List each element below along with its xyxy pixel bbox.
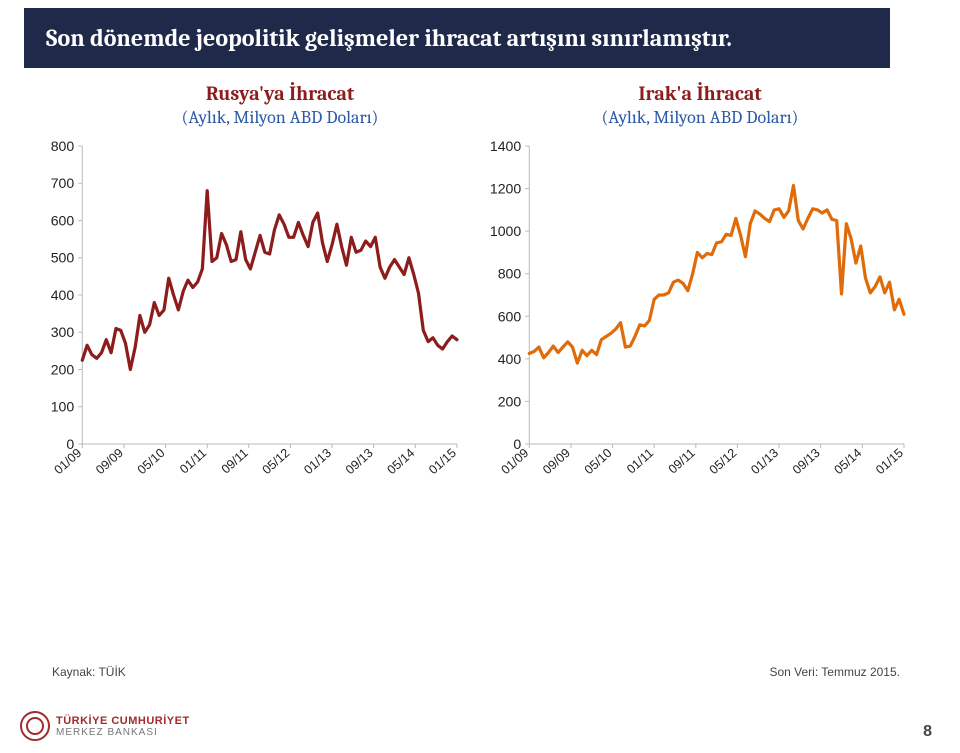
svg-text:600: 600 bbox=[51, 213, 75, 229]
svg-text:05/14: 05/14 bbox=[385, 446, 418, 477]
svg-text:1200: 1200 bbox=[490, 181, 522, 197]
page-title: Son dönemde jeopolitik gelişmeler ihraca… bbox=[24, 8, 890, 68]
svg-text:01/15: 01/15 bbox=[873, 446, 906, 477]
svg-text:09/11: 09/11 bbox=[219, 446, 251, 477]
svg-text:800: 800 bbox=[498, 266, 522, 282]
svg-text:01/11: 01/11 bbox=[624, 446, 656, 477]
svg-text:200: 200 bbox=[51, 362, 75, 378]
left-chart-title: Rusya'ya İhracat bbox=[70, 82, 490, 105]
page-number: 8 bbox=[923, 723, 932, 741]
svg-text:01/15: 01/15 bbox=[426, 446, 459, 477]
right-chart-title-block: Irak'a İhracat (Aylık, Milyon ABD Doları… bbox=[490, 82, 910, 128]
left-chart-title-block: Rusya'ya İhracat (Aylık, Milyon ABD Dola… bbox=[70, 82, 490, 128]
logo-line1: TÜRKİYE CUMHURİYET bbox=[56, 715, 190, 727]
charts-row: 010020030040050060070080001/0909/0905/10… bbox=[40, 140, 910, 500]
svg-text:1400: 1400 bbox=[490, 140, 522, 154]
svg-text:01/11: 01/11 bbox=[177, 446, 209, 477]
logo-text: TÜRKİYE CUMHURİYET MERKEZ BANKASI bbox=[56, 715, 190, 738]
logo-line2: MERKEZ BANKASI bbox=[56, 727, 190, 738]
svg-text:09/09: 09/09 bbox=[93, 446, 126, 477]
svg-text:100: 100 bbox=[51, 399, 75, 415]
svg-text:05/10: 05/10 bbox=[135, 446, 168, 477]
svg-text:400: 400 bbox=[51, 287, 75, 303]
svg-text:05/12: 05/12 bbox=[707, 446, 740, 477]
left-chart: 010020030040050060070080001/0909/0905/10… bbox=[40, 140, 463, 500]
svg-text:1000: 1000 bbox=[490, 223, 522, 239]
svg-text:01/13: 01/13 bbox=[748, 446, 781, 477]
svg-text:09/09: 09/09 bbox=[540, 446, 573, 477]
svg-text:01/13: 01/13 bbox=[301, 446, 334, 477]
right-chart-subtitle: (Aylık, Milyon ABD Doları) bbox=[490, 107, 910, 128]
svg-text:09/11: 09/11 bbox=[666, 446, 698, 477]
subtitles-row: Rusya'ya İhracat (Aylık, Milyon ABD Dola… bbox=[70, 82, 910, 128]
left-chart-subtitle: (Aylık, Milyon ABD Doları) bbox=[70, 107, 490, 128]
svg-text:05/12: 05/12 bbox=[260, 446, 293, 477]
svg-text:800: 800 bbox=[51, 140, 75, 154]
svg-text:700: 700 bbox=[51, 175, 75, 191]
svg-text:05/10: 05/10 bbox=[582, 446, 615, 477]
svg-text:400: 400 bbox=[498, 351, 522, 367]
svg-text:500: 500 bbox=[51, 250, 75, 266]
right-chart: 020040060080010001200140001/0909/0905/10… bbox=[487, 140, 910, 500]
svg-text:09/13: 09/13 bbox=[343, 446, 376, 477]
logo-block: TÜRKİYE CUMHURİYET MERKEZ BANKASI bbox=[20, 711, 190, 741]
right-chart-title: Irak'a İhracat bbox=[490, 82, 910, 105]
data-date-label: Son Veri: Temmuz 2015. bbox=[769, 665, 900, 679]
svg-text:300: 300 bbox=[51, 324, 75, 340]
svg-text:09/13: 09/13 bbox=[790, 446, 823, 477]
svg-text:200: 200 bbox=[498, 393, 522, 409]
source-label: Kaynak: TÜİK bbox=[52, 665, 126, 679]
svg-text:05/14: 05/14 bbox=[832, 446, 865, 477]
logo-icon bbox=[20, 711, 50, 741]
svg-text:600: 600 bbox=[498, 308, 522, 324]
